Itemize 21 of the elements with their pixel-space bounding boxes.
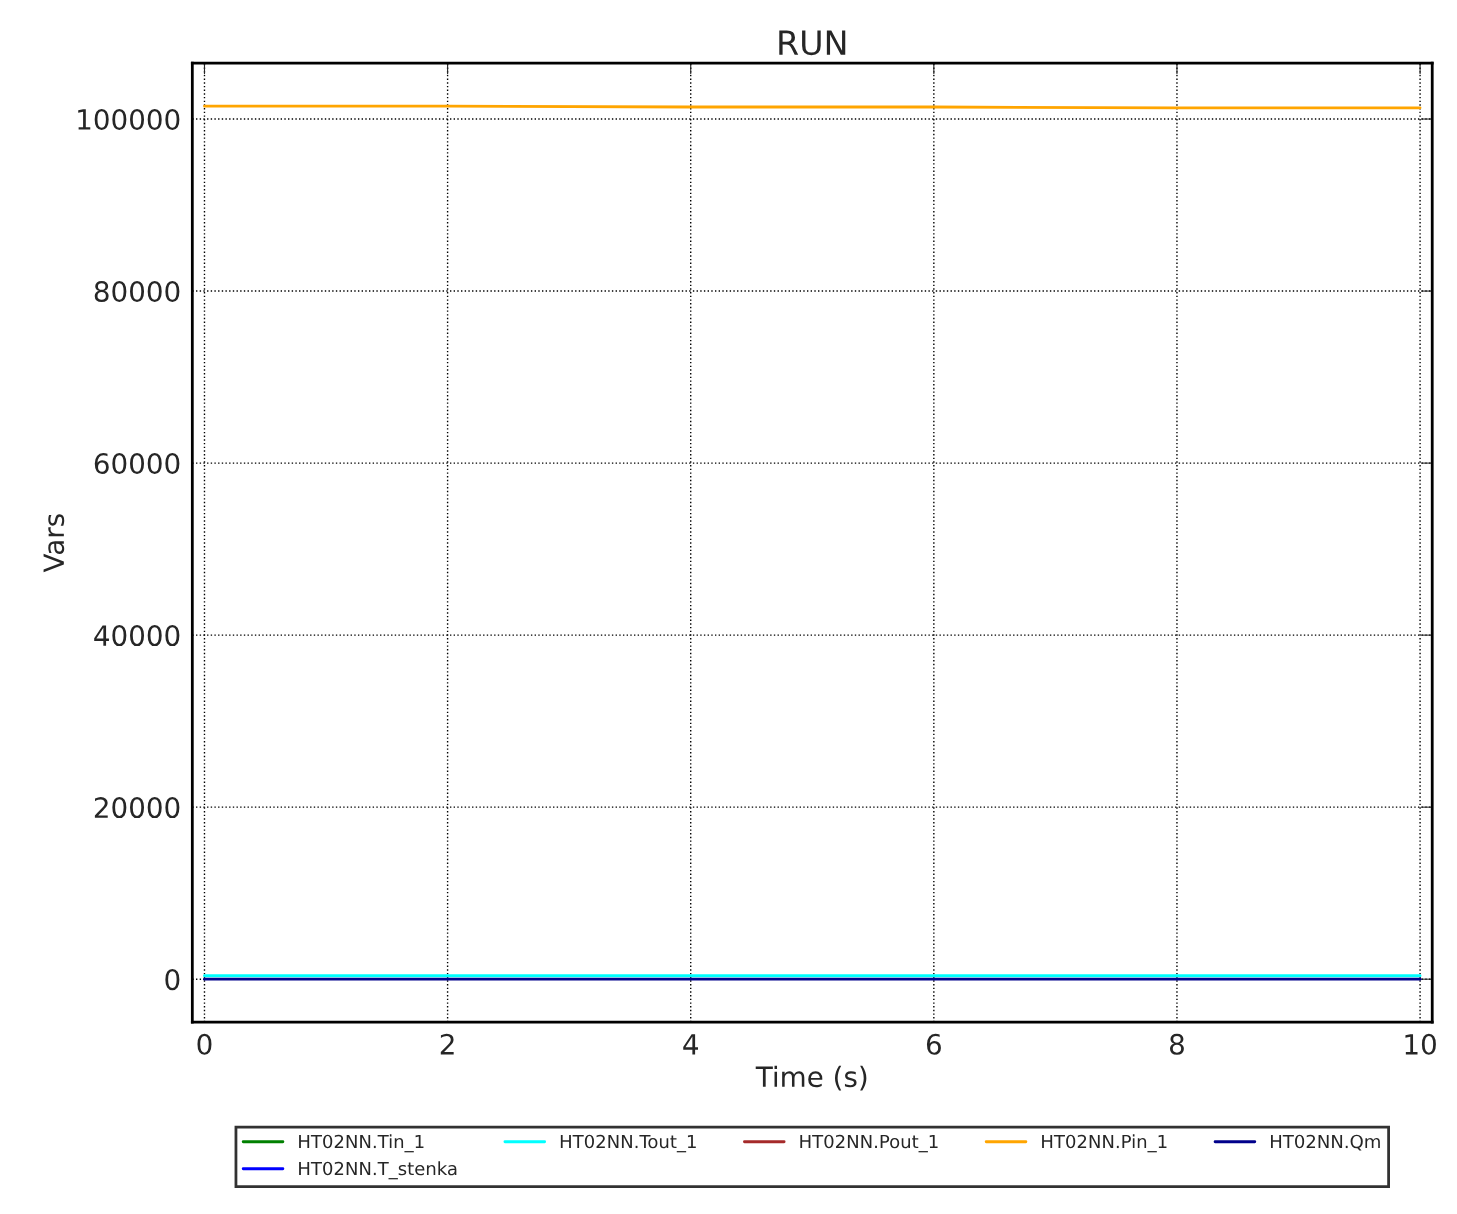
x-tick-label: 10 [1405, 1033, 1436, 1055]
y-tick-label: 40000 [94, 625, 180, 647]
legend-label: HT02NN.T_stenka [299, 1161, 457, 1180]
y-tick-label: 60000 [94, 453, 180, 475]
x-tick-label: 2 [440, 1033, 454, 1055]
y-tick-label: 20000 [94, 797, 180, 819]
legend-label: HT02NN.Tin_1 [299, 1134, 424, 1153]
legend-label: HT02NN.Pout_1 [800, 1134, 938, 1153]
legend-label: HT02NN.Qm [1271, 1134, 1380, 1151]
y-tick-label: 80000 [94, 281, 180, 303]
legend-label: HT02NN.Pin_1 [1042, 1134, 1167, 1153]
y-axis-title: Vars [43, 514, 65, 573]
y-tick-label: 100000 [78, 108, 180, 130]
legend-label: HT02NN.Tout_1 [560, 1134, 696, 1153]
y-tick-label: 0 [165, 969, 180, 991]
chart-title: RUN [779, 30, 846, 56]
x-tick-label: 0 [197, 1033, 212, 1055]
x-axis-title: Time (s) [755, 1065, 867, 1091]
x-tick-label: 8 [1170, 1033, 1184, 1055]
x-tick-label: 6 [926, 1033, 941, 1055]
x-tick-label: 4 [683, 1034, 698, 1055]
